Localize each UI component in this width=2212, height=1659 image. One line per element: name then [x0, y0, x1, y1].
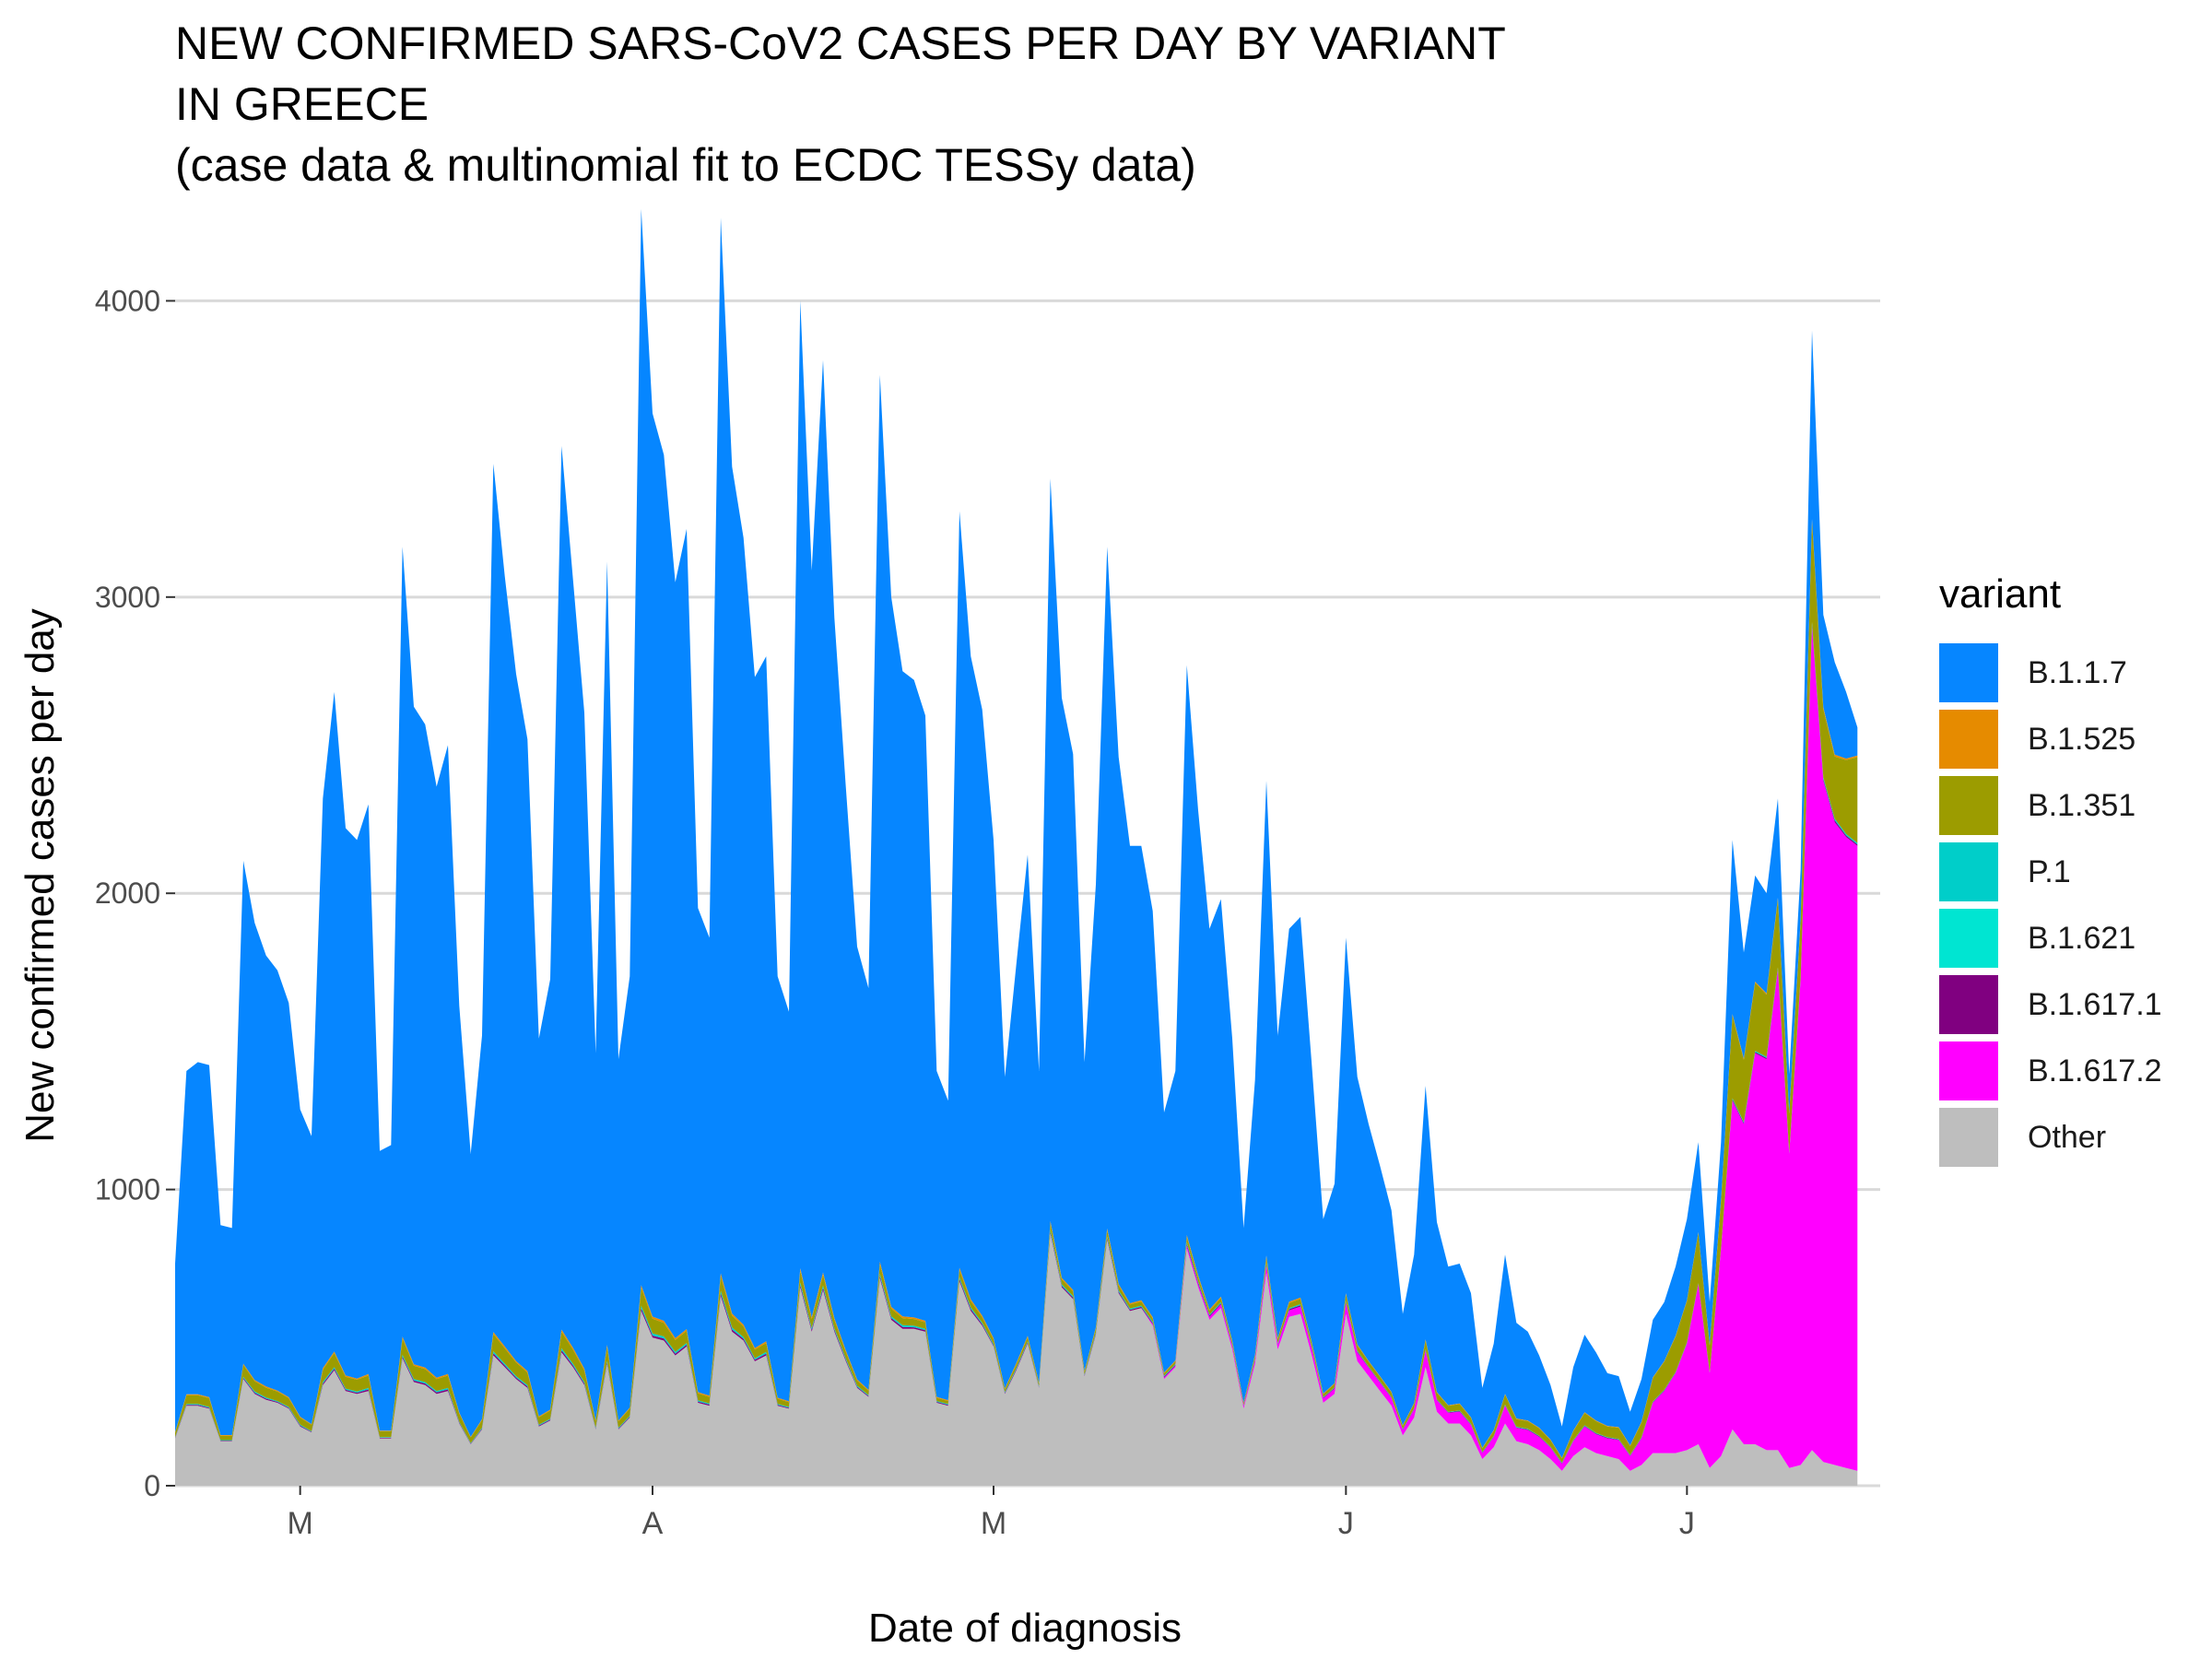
legend-swatch	[1939, 710, 1998, 769]
area-other	[175, 1233, 1858, 1486]
x-tick-label: M	[981, 1506, 1006, 1541]
x-tick-label: J	[1338, 1506, 1354, 1541]
legend-swatch	[1939, 909, 1998, 968]
legend-swatch	[1939, 975, 1998, 1034]
y-tick-label: 0	[144, 1469, 160, 1502]
legend-swatch	[1939, 842, 1998, 901]
legend-label: B.1.621	[2028, 920, 2136, 956]
y-tick-label: 1000	[95, 1173, 160, 1206]
x-tick-label: M	[288, 1506, 313, 1541]
legend-swatch	[1939, 776, 1998, 835]
chart-title-line1: NEW CONFIRMED SARS-CoV2 CASES PER DAY BY…	[175, 18, 1506, 69]
x-tick-label: A	[642, 1506, 664, 1541]
y-tick-label: 3000	[95, 581, 160, 614]
y-axis-title: New confirmed cases per day	[18, 608, 63, 1143]
legend-swatch	[1939, 1041, 1998, 1100]
x-axis-title: Date of diagnosis	[868, 1606, 1182, 1651]
chart-subtitle: (case data & multinomial fit to ECDC TES…	[175, 139, 1196, 191]
legend-label: Other	[2028, 1119, 2107, 1155]
y-tick-label: 2000	[95, 877, 160, 910]
x-tick-label: J	[1679, 1506, 1695, 1541]
chart-title: NEW CONFIRMED SARS-CoV2 CASES PER DAY BY…	[175, 13, 1506, 195]
area-b-1-1-7	[175, 208, 1858, 1458]
legend-item-b-1-351: B.1.351	[1939, 772, 2162, 839]
legend-label: P.1	[2028, 853, 2071, 889]
legend-item-other: Other	[1939, 1104, 2162, 1171]
legend-item-b-1-617-2: B.1.617.2	[1939, 1038, 2162, 1104]
legend-items: B.1.1.7 B.1.525 B.1.351 P.1 B.1.621 B.1.617.1…	[1939, 640, 2162, 1171]
legend-item-b-1-617-1: B.1.617.1	[1939, 971, 2162, 1038]
legend-label: B.1.525	[2028, 721, 2136, 757]
y-tick-label: 4000	[95, 284, 160, 317]
legend: variant B.1.1.7 B.1.525 B.1.351 P.1 B.1.621 B…	[1939, 571, 2162, 1171]
legend-label: B.1.617.1	[2028, 986, 2162, 1022]
area-b-1-617-2	[175, 627, 1858, 1471]
stacked-areas	[175, 208, 1858, 1486]
legend-item-b-1-1-7: B.1.1.7	[1939, 640, 2162, 706]
legend-title: variant	[1939, 571, 2062, 617]
legend-item-p-1: P.1	[1939, 839, 2162, 905]
legend-item-b-1-525: B.1.525	[1939, 706, 2162, 772]
y-axis: 0 1000 2000 3000 4000	[95, 284, 175, 1502]
legend-item-b-1-621: B.1.621	[1939, 905, 2162, 971]
legend-label: B.1.617.2	[2028, 1053, 2162, 1088]
chart-title-line2: IN GREECE	[175, 78, 429, 130]
legend-label: B.1.351	[2028, 787, 2136, 823]
legend-label: B.1.1.7	[2028, 654, 2127, 690]
legend-swatch	[1939, 643, 1998, 702]
legend-swatch	[1939, 1108, 1998, 1167]
